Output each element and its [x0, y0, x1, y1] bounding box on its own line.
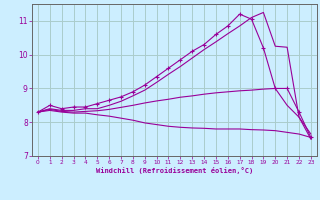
X-axis label: Windchill (Refroidissement éolien,°C): Windchill (Refroidissement éolien,°C): [96, 167, 253, 174]
